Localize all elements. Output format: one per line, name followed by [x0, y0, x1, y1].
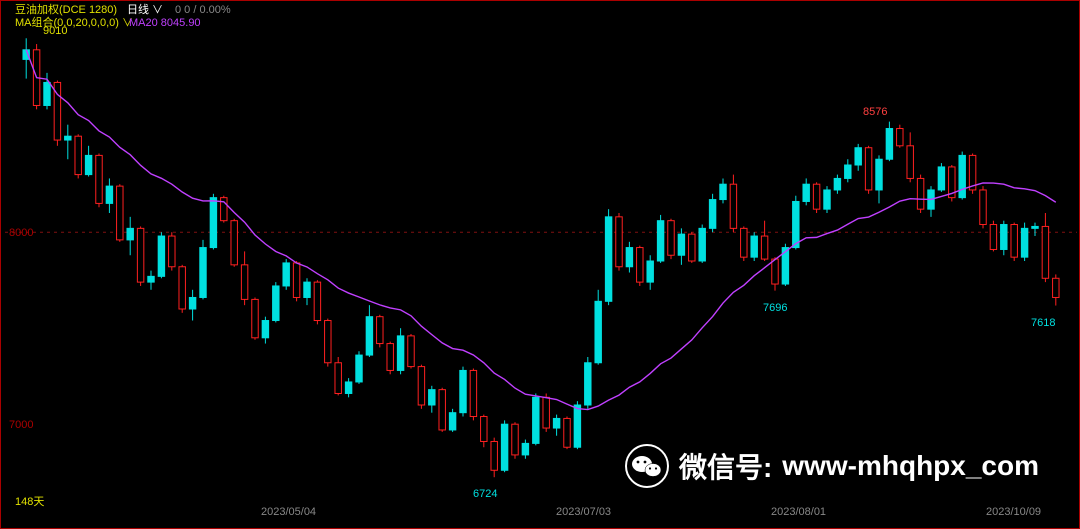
period-label[interactable]: 日线 ∨ — [127, 5, 163, 16]
svg-text:7000: 7000 — [9, 419, 33, 431]
watermark-handle: www-mhqhpx_com — [782, 450, 1039, 482]
watermark: 微信号: www-mhqhpx_com — [625, 444, 1039, 488]
svg-text:2023/07/03: 2023/07/03 — [556, 506, 611, 518]
price-annotation: 7618 — [1031, 318, 1055, 329]
price-annotation: 8576 — [863, 107, 887, 118]
watermark-label: 微信号: — [679, 446, 772, 486]
svg-text:2023/05/04: 2023/05/04 — [261, 506, 316, 518]
wechat-icon — [625, 444, 669, 488]
bottom-left-label: 148天 — [15, 497, 44, 508]
price-annotation: 7696 — [763, 303, 787, 314]
price-annotation: 6724 — [473, 489, 497, 500]
symbol-label: 豆油加权(DCE 1280) — [15, 5, 117, 16]
stats-label: 0 0 / 0.00% — [175, 5, 231, 16]
svg-text:8000: 8000 — [9, 227, 33, 239]
ma-params[interactable]: MA组合(0,0,20,0,0,0) ∨ — [15, 18, 133, 29]
candlestick-chart: 豆油加权(DCE 1280) 日线 ∨ 0 0 / 0.00% MA组合(0,0… — [0, 0, 1080, 529]
ma-value: MA20 8045.90 — [129, 18, 201, 29]
price-annotation: 9010 — [43, 26, 67, 37]
svg-text:2023/08/01: 2023/08/01 — [771, 506, 826, 518]
svg-text:2023/10/09: 2023/10/09 — [986, 506, 1041, 518]
